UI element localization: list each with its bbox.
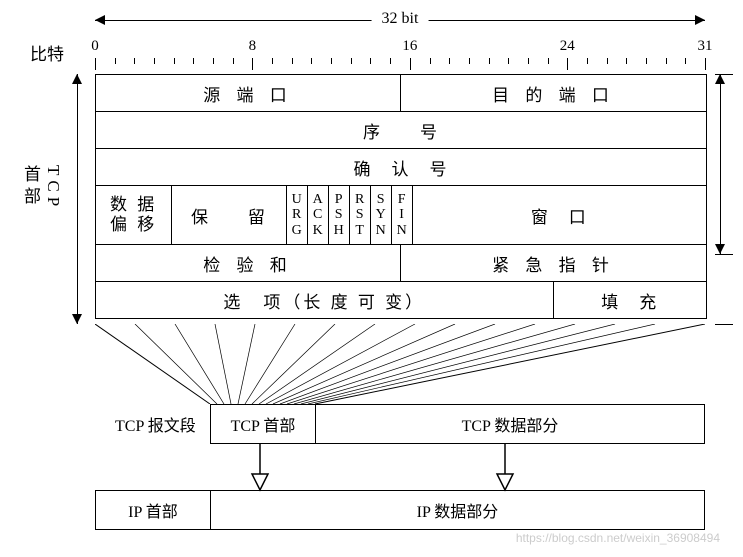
bit-tick-label: 31 [698,38,713,55]
bit-unit-label: 比特 [30,40,64,65]
fixed-20byte-arrow [713,74,728,254]
bit-tick-label: 16 [402,38,417,55]
field-ack-number: 确 认 号 [96,149,706,185]
bit-tick-label: 8 [249,38,257,55]
tcp-header-diagram: 32 bit 比特 0 8 16 24 31 TCP首部 源 端 口 目 的 端 口 序… [10,10,730,550]
bit-tick-label: 24 [560,38,575,55]
field-urgent-pointer: 紧 急 指 针 [401,245,706,281]
width-label: 32 bit [372,10,429,28]
row-checksum: 检 验 和 紧 急 指 针 [96,245,706,282]
field-dest-port: 目 的 端 口 [401,75,706,111]
width-scale: 32 bit [95,10,705,35]
flag-psh: PSH [329,186,350,244]
row-ack: 确 认 号 [96,149,706,186]
bit-ruler: 08162431 [95,38,705,73]
row-flags: 数 据偏 移 保 留 URG ACK PSH RST SYN FIN 窗 口 [96,186,706,245]
watermark-text: https://blog.csdn.net/weixin_36908494 [516,531,720,545]
tcp-header-side-label: TCP首部 [18,165,63,211]
row-ports: 源 端 口 目 的 端 口 [96,75,706,112]
ip-data-cell: IP 数据部分 [210,490,705,530]
row-options: 选 项（长 度 可 变） 填 充 [96,282,706,318]
tick-mark [715,324,733,325]
tcp-header-structure: 源 端 口 目 的 端 口 序 号 确 认 号 数 据偏 移 保 留 URG A… [95,74,707,319]
tick-mark [715,254,733,255]
field-data-offset: 数 据偏 移 [96,186,172,244]
flag-fin: FIN [392,186,413,244]
tick-mark [715,74,733,75]
field-window: 窗 口 [413,186,706,244]
flag-syn: SYN [371,186,392,244]
field-source-port: 源 端 口 [96,75,401,111]
tcp-data-cell: TCP 数据部分 [315,404,705,444]
projection-lines [95,324,705,404]
tcp-segment-label: TCP 报文段 [115,404,205,444]
header-height-arrow-left [70,74,85,324]
flag-rst: RST [350,186,371,244]
tcp-segment-row: TCP 报文段 TCP 首部 TCP 数据部分 [95,404,705,444]
flag-urg: URG [287,186,308,244]
row-seq: 序 号 [96,112,706,149]
field-checksum: 检 验 和 [96,245,401,281]
tcp-header-cell: TCP 首部 [210,404,315,444]
field-options: 选 项（长 度 可 变） [96,282,554,318]
field-padding: 填 充 [554,282,707,318]
ip-header-cell: IP 首部 [95,490,210,530]
bit-tick-label: 0 [91,38,99,55]
field-reserved: 保 留 [172,186,286,244]
field-sequence-number: 序 号 [96,112,706,148]
ip-datagram-row: IP 首部 IP 数据部分 [95,490,705,530]
flag-ack: ACK [308,186,329,244]
